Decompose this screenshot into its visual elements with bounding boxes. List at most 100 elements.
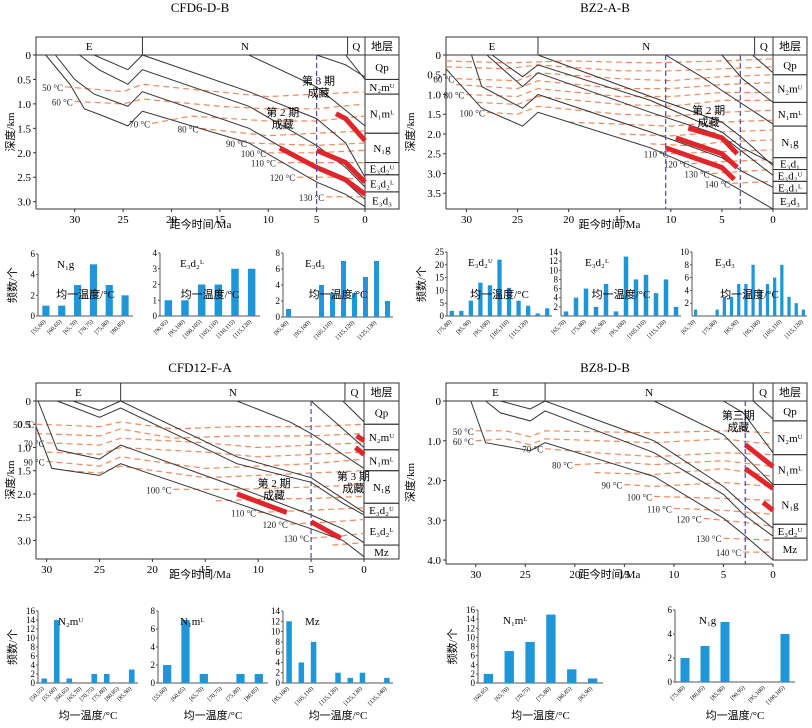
hist-bar — [780, 634, 790, 682]
accumulation-band — [743, 466, 775, 491]
annotation-phase: 第三期 — [722, 408, 755, 422]
hist-y-tick-label: 10 — [435, 285, 445, 295]
hist-bar — [715, 309, 719, 316]
hist-y-tick-label: 4 — [276, 657, 281, 667]
hist-y-tick-label: 6 — [554, 284, 559, 294]
hist-bar — [720, 622, 730, 682]
hist-y-tick-label: 6 — [31, 651, 36, 661]
hist-bar — [74, 285, 82, 316]
stratum-label: N₂mᵁ — [777, 84, 802, 96]
x-tick-label: 25 — [118, 214, 130, 226]
isotherm-line — [258, 507, 365, 514]
burial-panel-BZ8-D-B: BZ8-D-B E N Q 地层 Qp N₂mᵁ N₁mᴸ N₁g E₃d₂ᵁ Mz 0 1.0 2.0 3… — [403, 360, 808, 722]
hist-bar — [535, 313, 540, 316]
hist-x-tick-label: [80,85) — [109, 318, 126, 335]
hist-bar — [497, 259, 502, 316]
hist-y-tick-label: 10 — [549, 265, 559, 275]
isotherm-line — [486, 105, 774, 117]
hist-layer-label: N₁mᴸ — [503, 615, 527, 627]
annotation-phase: 第 2 期 — [692, 103, 725, 117]
period-label: Q — [352, 41, 360, 53]
isotherm-label: 140 °C — [705, 179, 730, 189]
hist-y-label: 频数/个 — [5, 267, 19, 303]
isotherm-label: 60 °C — [433, 75, 454, 85]
hist-bar — [583, 288, 589, 316]
y-tick-label: 1.0 — [427, 89, 441, 101]
annotation-accum: 成藏 — [308, 86, 330, 99]
hist-x-tick-label: [60,65) — [46, 318, 63, 335]
hist-y-tick-label: 4 — [153, 248, 158, 258]
isotherm-label: 60 °C — [453, 437, 474, 447]
hist-bar — [516, 300, 521, 316]
hist-bar — [384, 677, 390, 683]
x-axis-label: 距今时间/Ma — [579, 217, 641, 231]
hist-x-tick-label: [135,140) — [367, 685, 389, 707]
hist-x-tick-label: [90,95) — [729, 684, 746, 701]
hist-x-tick-label: [80,85) — [689, 684, 706, 701]
x-tick-label: 30 — [470, 569, 482, 581]
hist-x-tick-label: [105,110) — [313, 319, 334, 340]
burial-curve — [665, 54, 774, 125]
isotherm-label: 90 °C — [24, 457, 45, 467]
stratum-label: N₁g — [781, 499, 799, 511]
hist-bar — [330, 293, 335, 317]
isotherm-line — [619, 129, 774, 137]
burial-curve — [500, 400, 774, 529]
burial-curve — [721, 54, 774, 103]
stratum-box — [364, 191, 400, 210]
hist-bar — [359, 672, 366, 683]
isotherm-label: 90 °C — [602, 480, 623, 490]
x-tick-label: 0 — [770, 569, 776, 581]
hist-y-tick-label: 0 — [153, 311, 158, 321]
histogram-2: 0 2 4 6 8 [85,90) [95,100) [105,110) [115,120) [1… — [273, 248, 393, 341]
hist-x-tick-label: [115,120) — [335, 319, 356, 340]
hist-y-tick-label: 2 — [554, 302, 559, 312]
hist-bar — [197, 284, 206, 316]
hist-bar — [673, 306, 679, 316]
x-tick-label: 20 — [569, 569, 581, 581]
isotherm-label: 120 °C — [664, 160, 689, 170]
burial-curve — [79, 54, 366, 188]
x-tick-label: 5 — [308, 564, 314, 576]
hist-y-tick-label: 12 — [549, 256, 558, 266]
x-tick-label: 5 — [719, 214, 725, 226]
stratum-label: N₁g — [781, 137, 799, 149]
hist-x-tick-label: [95,100) — [742, 318, 761, 337]
hist-y-tick-label: 14 — [549, 247, 559, 257]
burial-panel-BZ2-A-B: BZ2-A-BE N Q 地层QpN₂mᵁN₁mᴸN₁gE₃d₁E₃d₂ᵁE₃d₂ᴸE… — [403, 0, 808, 340]
hist-y-label: 频数/个 — [414, 266, 428, 302]
hist-layer-label: N₁g — [57, 259, 75, 271]
hist-y-tick-label: 0 — [440, 311, 445, 321]
hist-x-tick-label: [75,80) — [669, 684, 686, 701]
hist-y-tick-label: 0 — [31, 311, 36, 321]
x-tick-label: 25 — [512, 214, 524, 226]
y-tick-label: 3.0 — [427, 168, 441, 180]
hist-bar — [298, 662, 305, 683]
hist-bar — [613, 311, 619, 316]
burial-curve — [470, 400, 774, 561]
hist-bar — [468, 300, 474, 316]
hist-y-tick-label: 2 — [31, 290, 36, 300]
histogram-0: 0 2 4 6 [55,60) [60,65) [65,70) [70,75) [75,80)[… — [5, 249, 133, 336]
y-tick-label: 0.5 — [17, 74, 31, 86]
hist-x-tick-label: [65,70) — [550, 318, 567, 335]
y-tick-label: 1.5 — [17, 466, 31, 478]
hist-bar — [319, 285, 324, 317]
isotherm-line — [673, 507, 774, 515]
y-axis-label: 深度/km — [3, 460, 17, 500]
hist-layer-label: N₂mᵁ — [58, 616, 83, 628]
hist-y-tick-label: 2 — [668, 653, 673, 663]
hist-bar — [545, 308, 550, 316]
hist-x-tick-label: [55,60) — [30, 318, 47, 335]
isotherm-line — [46, 456, 365, 470]
strata-header: 地层 — [371, 40, 393, 53]
isotherm-label: 140 °C — [716, 548, 741, 558]
isotherm-label: 110 °C — [231, 509, 256, 519]
hist-y-tick-label: 10 — [271, 627, 281, 637]
hist-x-tick-label: [75,80) — [436, 318, 453, 335]
hist-bar — [89, 264, 97, 316]
accumulation-band — [278, 145, 367, 197]
hist-bar — [41, 678, 48, 683]
hist-x-tick-label: [115,120) — [508, 318, 529, 339]
